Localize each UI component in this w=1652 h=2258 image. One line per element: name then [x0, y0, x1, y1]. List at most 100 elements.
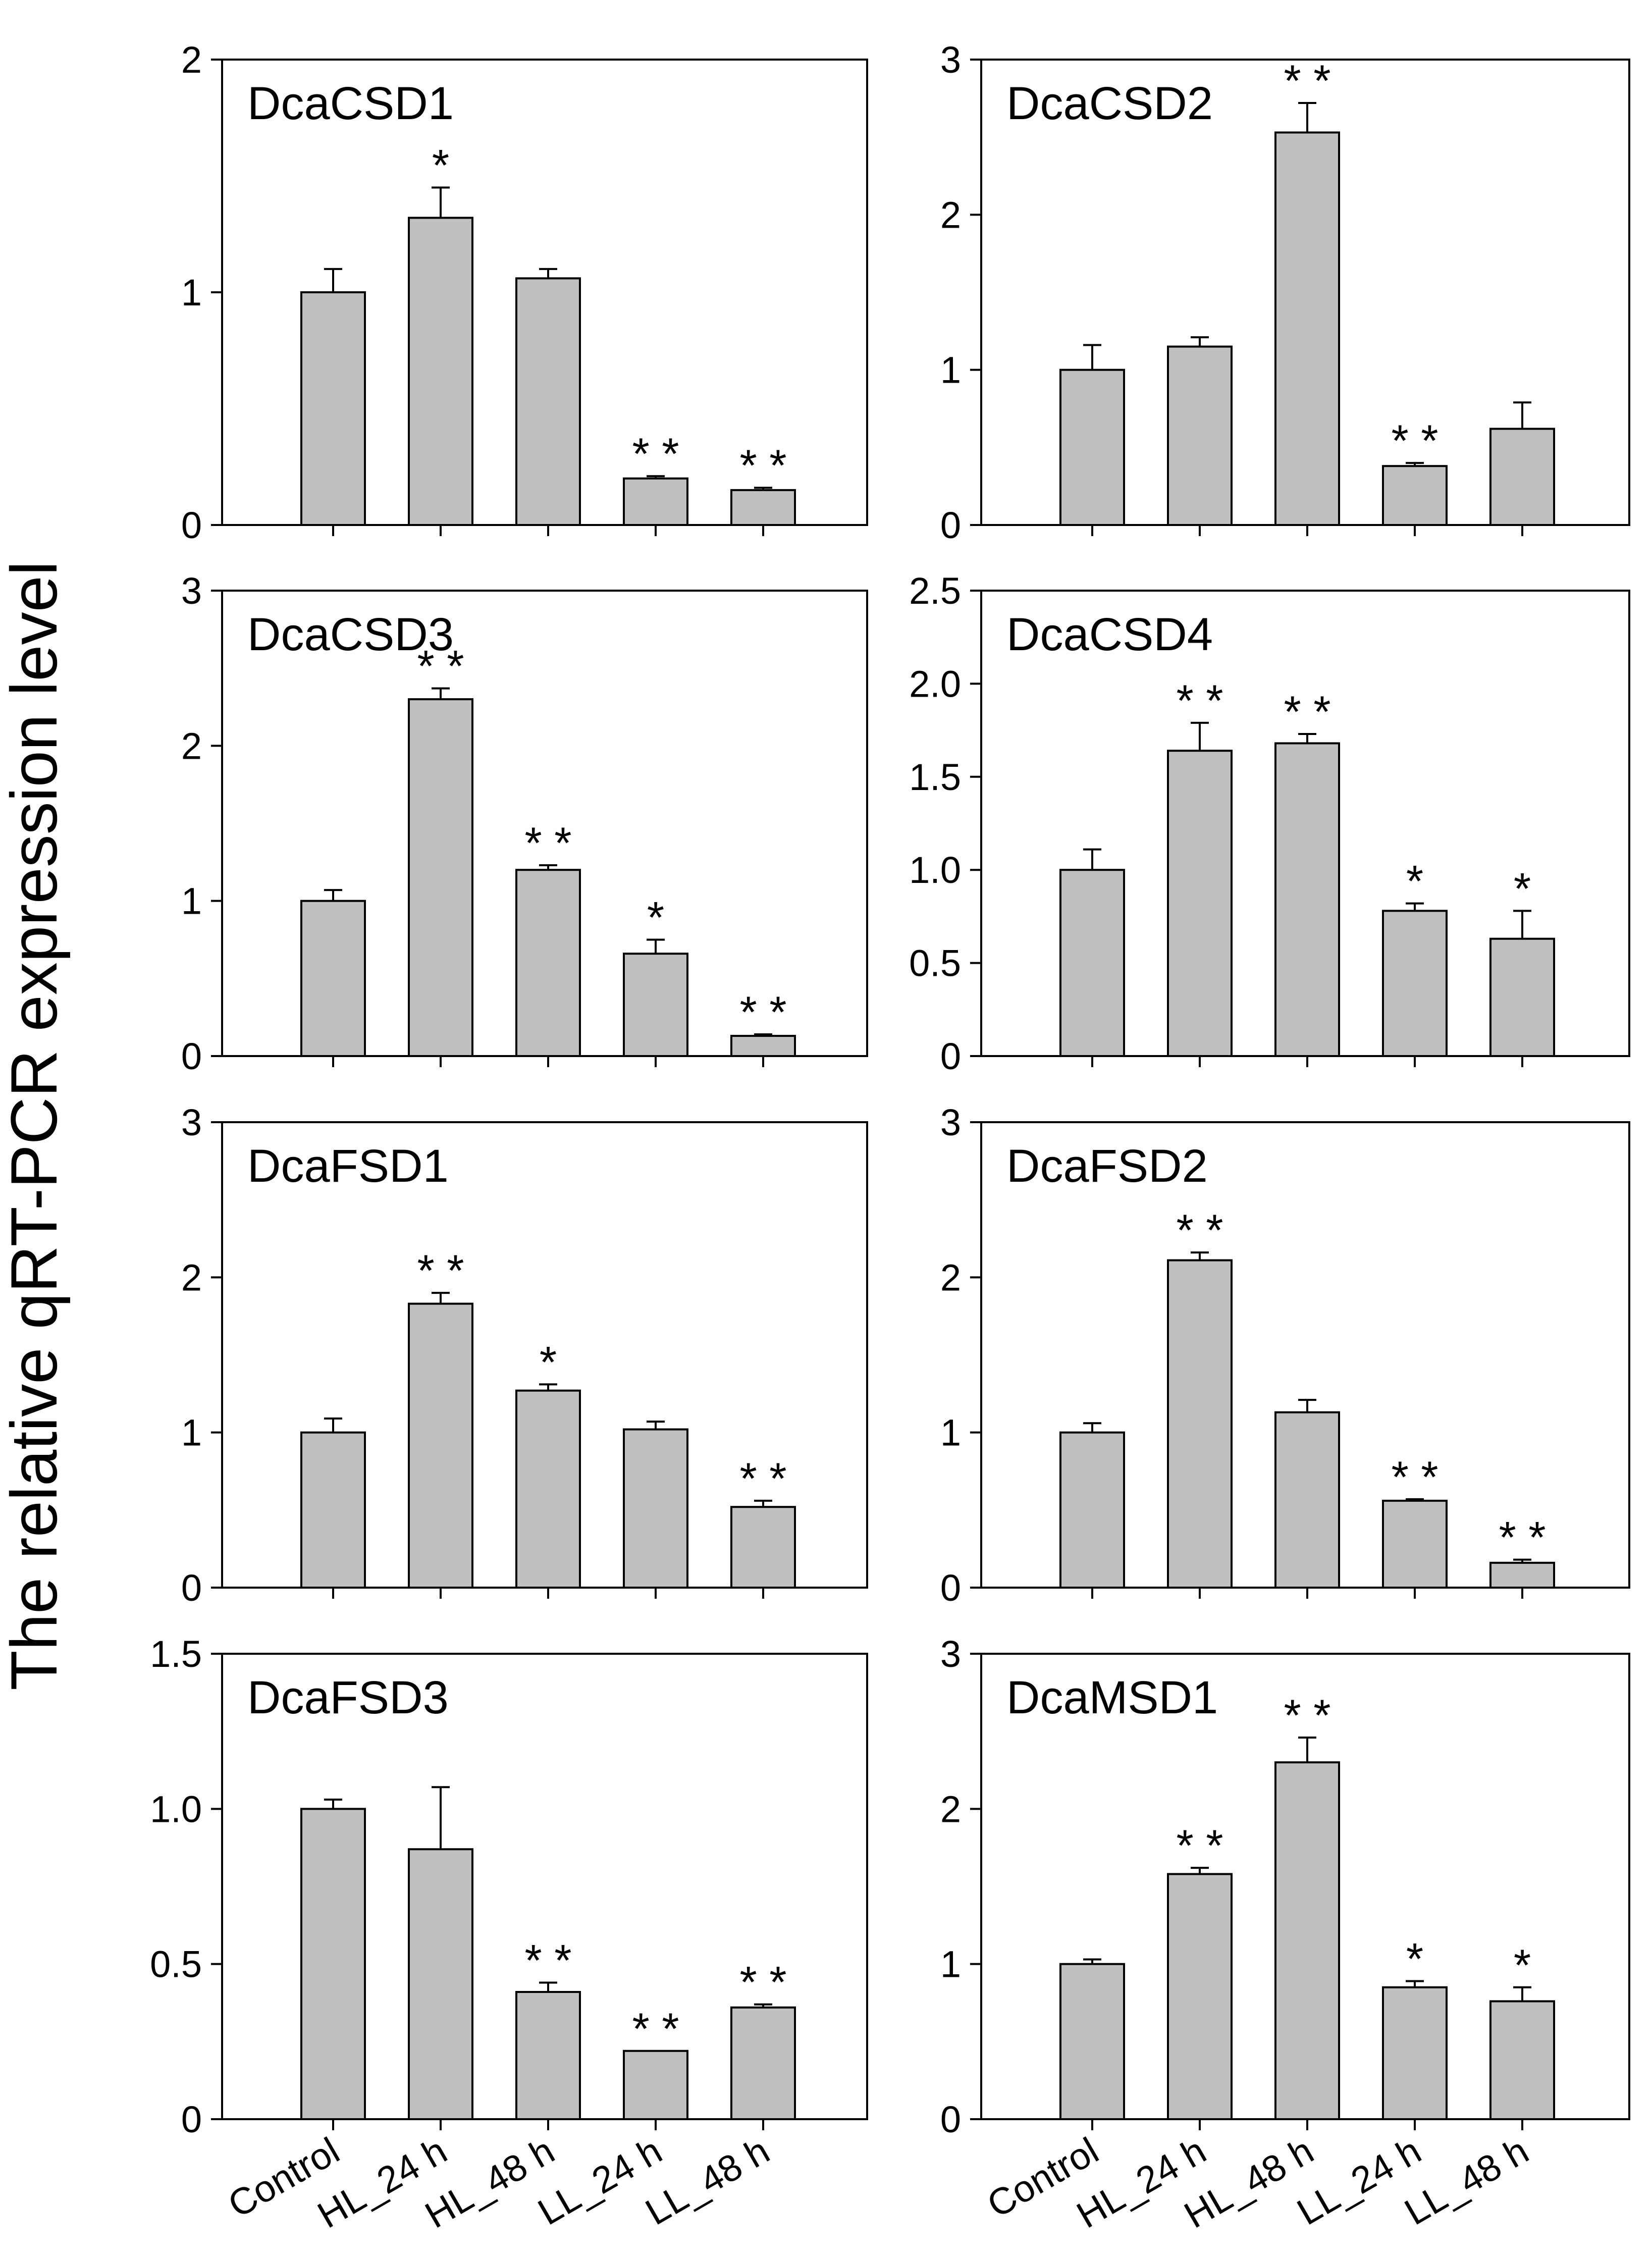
chart-panel-dcacsd2: 0 1 2 3 DcaCSD2 * * * * — [940, 39, 1630, 546]
y-tick-label: 0 — [181, 504, 202, 546]
significance-label: * — [540, 1337, 557, 1387]
y-tick-label: 0.5 — [150, 1944, 202, 1985]
y-tick-label: 2 — [181, 39, 202, 81]
panel-title: DcaFSD3 — [247, 1672, 449, 1723]
y-tick-label: 3 — [940, 39, 961, 81]
significance-label: * * — [525, 818, 572, 868]
y-tick-label: 1 — [181, 272, 202, 313]
y-tick-label: 3 — [940, 1633, 961, 1675]
y-tick-label: 1.5 — [909, 756, 961, 798]
significance-label: * * — [632, 2004, 679, 2054]
bar-control — [300, 291, 366, 526]
bar-hl-24-h — [1167, 750, 1233, 1057]
significance-label: * * — [632, 429, 679, 479]
significance-label: * * — [1392, 415, 1438, 465]
bar-ll-24-h — [1382, 910, 1448, 1058]
y-tick-label: 0 — [940, 1035, 961, 1077]
chart-panel-dcafsd1: 0 1 2 3 DcaFSD1 * * * * * — [181, 1101, 868, 1609]
y-tick-label: 0 — [940, 2098, 961, 2140]
bar-hl-24-h — [1167, 1873, 1233, 2120]
bar-ll-48-h — [730, 489, 796, 526]
bar-ll-24-h — [1382, 465, 1448, 526]
bar-hl-48-h — [1274, 1411, 1340, 1589]
y-tick-label: 1 — [181, 880, 202, 922]
y-tick-label: 1 — [940, 1412, 961, 1454]
y-tick-label: 0 — [181, 2098, 202, 2140]
significance-label: * — [1406, 1933, 1423, 1983]
bar-ll-24-h — [1382, 1499, 1448, 1589]
significance-label: * — [1406, 856, 1423, 906]
significance-label: * * — [1284, 687, 1331, 737]
y-tick-label: 2.0 — [909, 663, 961, 705]
significance-label: * * — [1284, 1690, 1331, 1740]
bar-ll-48-h — [730, 1035, 796, 1057]
significance-label: * — [647, 892, 664, 942]
y-tick-label: 1.5 — [150, 1633, 202, 1675]
y-tick-label: 0 — [940, 504, 961, 546]
bar-hl-48-h — [1274, 742, 1340, 1057]
bar-hl-24-h — [408, 698, 473, 1057]
significance-label: * * — [525, 1935, 572, 1985]
bar-ll-48-h — [1489, 937, 1555, 1057]
bar-hl-48-h — [515, 1990, 581, 2120]
panel-title: DcaCSD1 — [247, 78, 454, 129]
significance-label: * * — [1177, 1205, 1223, 1255]
bar-hl-48-h — [515, 277, 581, 527]
significance-label: * * — [1392, 1452, 1438, 1502]
y-tick-label: 2.5 — [909, 570, 961, 612]
panel-title: DcaFSD1 — [247, 1140, 449, 1192]
y-tick-label: 1 — [940, 349, 961, 391]
significance-label: * * — [1177, 675, 1223, 725]
significance-label: * * — [740, 987, 787, 1037]
significance-label: * * — [1284, 56, 1331, 106]
significance-label: * * — [740, 440, 787, 490]
bar-hl-48-h — [515, 869, 581, 1057]
panel-title: DcaFSD2 — [1006, 1140, 1208, 1192]
bar-hl-24-h — [408, 217, 473, 527]
y-tick-label: 0 — [181, 1567, 202, 1609]
bar-control — [300, 1431, 366, 1589]
bar-hl-48-h — [1274, 1761, 1340, 2120]
bar-ll-48-h — [730, 2006, 796, 2120]
y-tick-label: 0 — [940, 1567, 961, 1609]
bar-ll-48-h — [1489, 1561, 1555, 1589]
y-tick-label: 2 — [940, 194, 961, 236]
chart-panel-dcacsd4: 0 0.5 1.0 1.5 2.0 2.5 DcaCSD4 * * * * * * — [909, 570, 1630, 1077]
bar-ll-24-h — [1382, 1986, 1448, 2120]
y-tick-label: 2 — [181, 725, 202, 767]
y-tick-label: 1 — [940, 1944, 961, 1985]
bar-ll-48-h — [730, 1506, 796, 1589]
significance-label: * * — [417, 1245, 464, 1295]
panel-title: DcaCSD3 — [247, 609, 454, 660]
bar-control — [1059, 1963, 1125, 2121]
y-tick-label: 0.5 — [909, 942, 961, 984]
y-tick-label: 1 — [181, 1412, 202, 1454]
bar-ll-48-h — [1489, 428, 1555, 526]
panel-title: DcaCSD2 — [1006, 78, 1213, 129]
y-tick-label: 1.0 — [150, 1788, 202, 1830]
panel-title: DcaCSD4 — [1006, 609, 1213, 660]
chart-panels: 0 1 2 DcaCSD1 * * * * * 0 1 2 3 DcaCSD2 * * * * 0 1 2 3 Dc… — [150, 39, 1630, 2236]
y-tick-label: 3 — [181, 1101, 202, 1143]
y-tick-label: 1.0 — [909, 849, 961, 891]
bar-hl-24-h — [408, 1302, 473, 1589]
bar-ll-24-h — [623, 2050, 688, 2121]
bar-control — [300, 1808, 366, 2120]
y-tick-label: 2 — [940, 1256, 961, 1298]
bar-control — [300, 900, 366, 1057]
y-tick-label: 2 — [940, 1788, 961, 1830]
bar-hl-24-h — [1167, 1259, 1233, 1589]
bar-control — [1059, 869, 1125, 1057]
significance-label: * * — [740, 1453, 787, 1503]
y-axis-label: The relative qRT-PCR expression level — [0, 561, 71, 1690]
y-tick-label: 0 — [181, 1035, 202, 1077]
significance-label: * * — [1177, 1820, 1223, 1870]
bar-hl-48-h — [515, 1389, 581, 1589]
bar-hl-24-h — [408, 1848, 473, 2120]
bar-control — [1059, 369, 1125, 527]
panel-title: DcaMSD1 — [1006, 1672, 1218, 1723]
significance-label: * * — [1499, 1512, 1546, 1562]
